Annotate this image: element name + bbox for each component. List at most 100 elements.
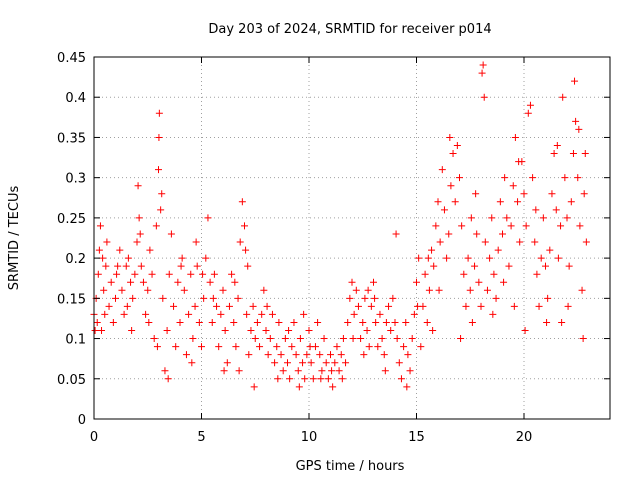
data-point: [408, 335, 416, 343]
data-point: [521, 327, 529, 335]
data-point: [145, 318, 153, 326]
data-point: [305, 327, 313, 335]
data-point: [456, 174, 463, 182]
data-point: [281, 335, 289, 343]
data-point: [198, 343, 205, 351]
data-point: [460, 270, 468, 278]
data-point: [392, 230, 400, 238]
data-point: [176, 318, 184, 326]
chart-title: Day 203 of 2024, SRMTID for receiver p01…: [208, 22, 491, 37]
data-point: [395, 359, 403, 367]
data-point: [232, 343, 240, 351]
data-point: [381, 367, 389, 375]
data-point: [220, 367, 228, 375]
y-tick-label: 0: [78, 413, 86, 428]
data-point: [430, 262, 438, 270]
data-point: [275, 318, 283, 326]
data-point: [109, 318, 117, 326]
data-point: [192, 238, 200, 246]
data-point: [124, 254, 132, 262]
data-point: [572, 117, 580, 125]
data-point: [402, 318, 410, 326]
data-point: [490, 270, 498, 278]
x-axis-label: GPS time / hours: [296, 459, 405, 474]
data-point: [178, 254, 186, 262]
data-point: [522, 222, 530, 230]
data-point: [208, 318, 216, 326]
data-point: [400, 343, 408, 351]
data-point: [489, 310, 497, 318]
data-point: [262, 327, 270, 335]
data-point: [193, 262, 201, 270]
data-point: [535, 302, 543, 310]
y-tick-label: 0.05: [57, 373, 86, 388]
data-point: [112, 294, 119, 302]
data-point: [139, 278, 147, 286]
data-point: [424, 254, 432, 262]
data-point: [475, 278, 483, 286]
data-point: [496, 198, 504, 206]
axis-ticks: 0 0.05 0.1 0.15 0.2 0.25 0.3 0.35 0.4 0.45 0 5 10 15 2…: [57, 51, 610, 445]
data-point: [230, 318, 238, 326]
data-point: [438, 166, 446, 174]
data-point: [163, 327, 171, 335]
data-point: [531, 238, 539, 246]
data-point: [380, 351, 388, 359]
data-point: [191, 302, 199, 310]
data-point: [128, 327, 136, 335]
data-point: [234, 294, 242, 302]
data-point: [296, 335, 304, 343]
data-point: [199, 270, 207, 278]
data-point: [348, 278, 356, 286]
data-point: [174, 278, 182, 286]
data-point: [532, 206, 540, 214]
data-point: [492, 294, 500, 302]
data-point: [244, 262, 252, 270]
data-point: [451, 198, 459, 206]
data-point: [520, 190, 528, 198]
data-point: [274, 375, 282, 383]
data-point: [550, 150, 558, 158]
data-point: [468, 318, 476, 326]
data-point: [435, 286, 443, 294]
data-point: [328, 367, 336, 375]
data-point: [393, 335, 401, 343]
data-point: [299, 359, 307, 367]
data-point: [314, 318, 322, 326]
data-point: [472, 190, 480, 198]
data-point: [165, 270, 173, 278]
data-point: [537, 254, 545, 262]
data-point: [429, 327, 437, 335]
data-point: [363, 327, 371, 335]
data-point: [101, 310, 109, 318]
data-point: [271, 359, 279, 367]
data-point: [153, 343, 161, 351]
data-point: [404, 351, 412, 359]
plot-frame: [93, 56, 611, 420]
data-point: [344, 318, 352, 326]
data-point: [580, 190, 588, 198]
data-point: [397, 375, 405, 383]
data-point: [172, 343, 180, 351]
data-point: [202, 254, 210, 262]
data-point: [180, 286, 188, 294]
data-point: [268, 310, 276, 318]
data-point: [453, 141, 461, 149]
x-tick-label: 15: [408, 430, 425, 445]
data-point: [170, 302, 178, 310]
y-tick-label: 0.2: [65, 252, 86, 267]
data-point: [526, 101, 534, 109]
data-point: [150, 335, 158, 343]
data-point: [256, 343, 264, 351]
data-point: [494, 246, 502, 254]
data-point: [391, 318, 399, 326]
data-point: [365, 343, 373, 351]
data-point: [378, 335, 386, 343]
data-point: [417, 343, 425, 351]
data-point: [361, 294, 369, 302]
data-point: [120, 310, 128, 318]
data-point: [292, 351, 300, 359]
data-point: [462, 302, 470, 310]
data-point: [316, 351, 324, 359]
data-point: [204, 214, 212, 222]
